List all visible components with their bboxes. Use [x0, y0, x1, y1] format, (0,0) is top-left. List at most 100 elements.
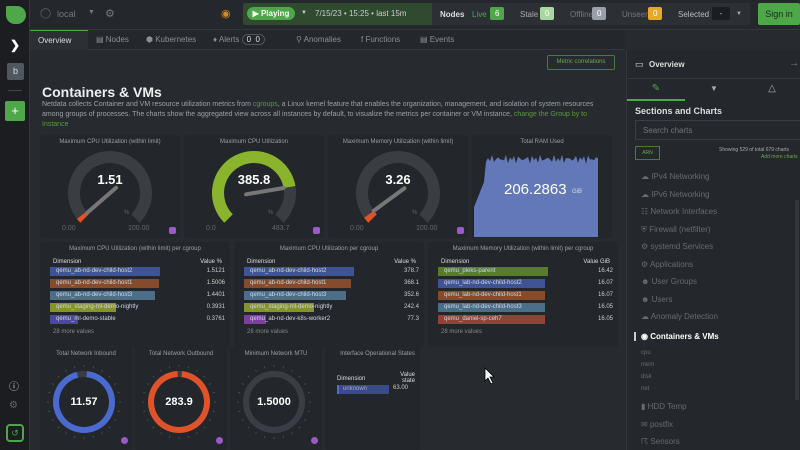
subsection-item[interactable]: mem	[641, 362, 654, 368]
connect-icon[interactable]: ↺	[6, 424, 24, 442]
table-row[interactable]: qemu_staging-ml-demo-nightly 242.4	[244, 303, 419, 312]
donut-tick	[57, 375, 60, 378]
section-item[interactable]: ⚙ systemd Services	[641, 242, 713, 251]
table-row[interactable]: qemu_ab-nd-dev-child-host2 1.5121	[50, 267, 225, 276]
change-group-link[interactable]: change the Group by to Instance	[42, 111, 588, 128]
ram-title: Total RAM Used	[520, 139, 564, 145]
donut-tick	[48, 392, 51, 394]
tab-events[interactable]: ▤ Events	[420, 35, 455, 44]
section-item[interactable]: ☻ User Groups	[641, 277, 697, 286]
gauge-title: Maximum CPU Utilization (within limit)	[59, 139, 161, 145]
section-item[interactable]: ⚙ Applications	[641, 260, 693, 269]
chevron-down-icon[interactable]: ▼	[88, 9, 95, 16]
charts-tab-icon[interactable]: ✎	[627, 79, 685, 101]
gear-icon[interactable]: ⚙	[105, 8, 115, 20]
table-row[interactable]: qemu_ab-nd-dev-child-host3 352.6	[244, 291, 419, 300]
section-item[interactable]: ☻ Users	[641, 295, 673, 304]
section-item[interactable]: ☁ IPv4 Networking	[641, 172, 709, 181]
anomaly-icon[interactable]	[313, 227, 320, 234]
more-values: 28 more values	[53, 329, 95, 335]
anomaly-icon[interactable]	[216, 437, 223, 444]
scrollbar[interactable]	[795, 200, 799, 400]
table-row[interactable]: qemu_ml-demo-stable 0.3761	[50, 315, 225, 324]
netdata-logo[interactable]	[6, 6, 26, 24]
table-row[interactable]: qemu_lab-nd-dev-child-host1 16.07	[438, 291, 613, 300]
space-selector[interactable]: local	[57, 9, 76, 19]
table-row[interactable]: qemu_lab-nd-dev-child-host2 16.07	[438, 279, 613, 288]
unseen-count[interactable]: 0	[648, 7, 663, 20]
offline-count[interactable]: 0	[592, 7, 607, 20]
donut-tick	[304, 383, 307, 385]
table-row[interactable]: qemu_ab-nd-dev-child-host1 368.1	[244, 279, 419, 288]
table-row[interactable]: qemu_ab-nd-dev-child-host2 378.7	[244, 267, 419, 276]
donut-tick	[152, 426, 155, 429]
donut-chart	[47, 365, 121, 439]
table-row[interactable]: qemu_lab-nd-dev-child-host3 16.05	[438, 303, 613, 312]
table-row[interactable]: qemu_staging-ml-demo-nightly 0.3931	[50, 303, 225, 312]
main-content: Metric correlations Containers & VMs Net…	[30, 50, 625, 450]
sign-in-button[interactable]: Sign in	[758, 3, 800, 25]
donut-tick	[146, 383, 149, 385]
add-space-button[interactable]: +	[5, 101, 25, 121]
section-item[interactable]: ▮ HDD Temp	[641, 402, 687, 411]
alerts-tab-icon[interactable]: △	[768, 83, 776, 94]
tab-overview[interactable]: Overview	[30, 30, 88, 50]
tab-kubernetes[interactable]: ⬢ Kubernetes	[146, 35, 197, 44]
tab-alerts[interactable]: ♦ Alerts 0 0	[213, 30, 265, 50]
chevron-down-icon[interactable]: ▼	[301, 10, 307, 16]
collapse-icon[interactable]: →	[789, 58, 799, 69]
dimension-value: 378.7	[403, 268, 419, 274]
selected-count[interactable]: -	[712, 7, 730, 20]
anomaly-icon[interactable]	[311, 437, 318, 444]
donut-tick	[264, 366, 266, 369]
settings-icon[interactable]: ⚙	[9, 400, 18, 411]
search-charts-input[interactable]	[635, 120, 800, 140]
donut-tick	[203, 375, 206, 378]
subsection-item[interactable]: disk	[641, 374, 652, 380]
alarm-icon[interactable]: ◉	[221, 8, 231, 20]
space-avatar[interactable]: b	[7, 63, 24, 80]
anomaly-icon[interactable]	[121, 437, 128, 444]
table-row[interactable]: qemu_pleks-parent 16.42	[438, 267, 613, 276]
add-more-charts-link[interactable]: Add more charts	[761, 154, 798, 160]
dimension-value: 16.42	[597, 268, 613, 274]
donut-tick	[307, 392, 310, 394]
subsection-item[interactable]: cpu	[641, 350, 651, 356]
stale-count[interactable]: 0	[540, 7, 555, 20]
time-range[interactable]: 7/15/23 • 15:25 • last 15m	[315, 9, 407, 18]
playing-button[interactable]: ▶ Playing	[247, 7, 295, 20]
metric-correlations-button[interactable]: Metric correlations	[547, 55, 615, 70]
value-bar	[50, 315, 78, 324]
table-row[interactable]: qemu_daniel-sp-ceh7 16.05	[438, 315, 613, 324]
chevron-down-icon[interactable]: ▼	[736, 11, 742, 17]
filter-tab-icon[interactable]: ▼	[710, 84, 718, 93]
section-item[interactable]: ⛨ Firewall (netfilter)	[641, 225, 711, 235]
section-icon: ☁	[641, 172, 649, 181]
help-icon[interactable]: ⓘ	[9, 382, 19, 393]
tab-anomalies[interactable]: ⚲ Anomalies	[296, 35, 341, 44]
cgroups-link[interactable]: cgroups	[252, 101, 278, 108]
arn-button[interactable]: ARN	[635, 146, 660, 160]
gauge-value: 1.51	[97, 172, 123, 187]
section-item[interactable]: ☈ Sensors	[641, 437, 680, 446]
expand-chevron-icon[interactable]: ❯	[10, 38, 21, 52]
subsection-item[interactable]: net	[641, 386, 649, 392]
gauge-unit: %	[124, 210, 130, 216]
table-row[interactable]: qemu_ab-nd-dev-child-host3 1.4401	[50, 291, 225, 300]
section-item[interactable]: ☁ Anomaly Detection	[641, 312, 718, 321]
section-item[interactable]: ☷ Network Interfaces	[641, 207, 717, 216]
table-row[interactable]: qemu_ab-nd-dev-k8s-worker2 77.3	[244, 315, 419, 324]
tab-bar: Overview ▤ Nodes ⬢ Kubernetes ♦ Alerts 0…	[30, 30, 625, 50]
tab-functions[interactable]: f Functions	[361, 35, 401, 44]
section-item[interactable]: ☁ IPv6 Networking	[641, 190, 709, 199]
section-item[interactable]: ✉ postfix	[641, 420, 673, 429]
anomaly-icon[interactable]	[457, 227, 464, 234]
live-count[interactable]: 6	[490, 7, 505, 20]
dimension-name: unknown	[337, 385, 389, 394]
section-icon: ☁	[641, 189, 649, 199]
tab-nodes[interactable]: ▤ Nodes	[96, 35, 129, 44]
table-row[interactable]: qemu_ab-nd-dev-child-host1 1.5006	[50, 279, 225, 288]
anomaly-icon[interactable]	[169, 227, 176, 234]
donut-tick	[291, 432, 293, 435]
section-item-active[interactable]: ◉ Containers & VMs	[634, 332, 719, 341]
